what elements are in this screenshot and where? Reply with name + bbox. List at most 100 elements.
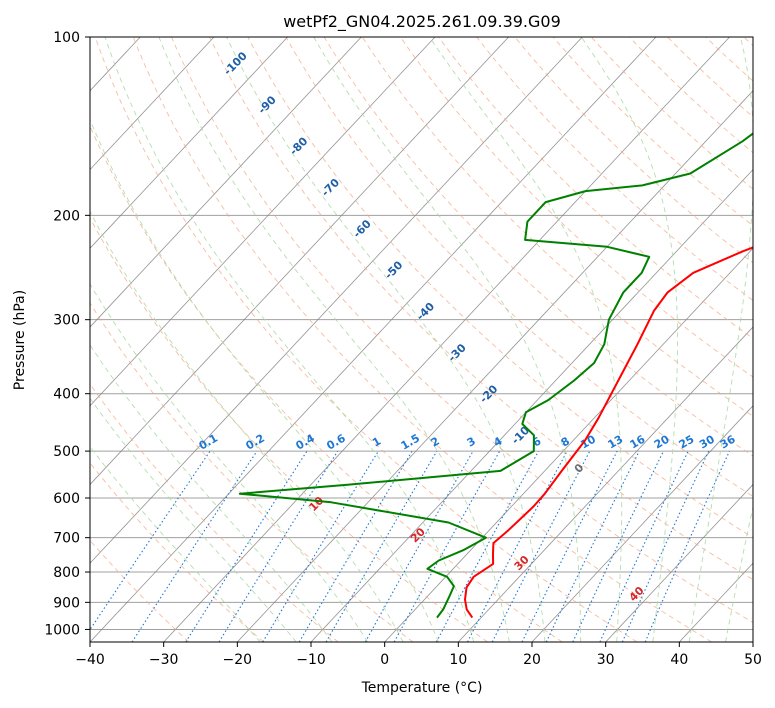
dry-adiabat-line — [590, 37, 753, 190]
x-tick-label: −30 — [149, 652, 179, 668]
y-tick-label: 600 — [53, 491, 80, 507]
y-tick-label: 200 — [53, 208, 80, 224]
mixing-ratio-line — [325, 450, 438, 642]
x-tick-label: 0 — [380, 652, 389, 668]
isotherm-line — [605, 483, 753, 642]
isotherm-line — [752, 641, 753, 642]
mixing-ratio-label: 13 — [606, 433, 626, 452]
moist-adiabat-label: -90 — [256, 93, 279, 116]
y-tick-label: 800 — [53, 565, 80, 581]
dry-adiabat-line — [247, 37, 753, 539]
moist-adiabat-line — [429, 37, 623, 642]
moist-adiabat-line — [90, 118, 439, 642]
y-tick-label: 100 — [53, 30, 80, 46]
dry-adiabat-line — [90, 124, 563, 642]
dry-adiabat-line — [90, 462, 264, 642]
moist-adiabat-label: -30 — [446, 341, 469, 364]
dry-adiabat-line — [361, 37, 753, 417]
dry-adiabat-line — [209, 37, 753, 581]
dry-adiabat-line — [438, 37, 753, 340]
moist-adiabat-line — [90, 283, 368, 642]
mixing-ratio-line — [467, 450, 568, 642]
isotherm-line — [90, 37, 583, 564]
x-tick-label: 20 — [523, 652, 541, 668]
dry-adiabat-line — [90, 383, 339, 642]
moist-adiabat-label: -80 — [287, 134, 310, 157]
moist-adiabat-line — [90, 397, 297, 642]
y-tick-label: 300 — [53, 313, 80, 329]
mixing-ratio-line — [599, 450, 689, 642]
mixing-ratio-label: 36 — [718, 432, 738, 451]
y-tick-label: 1000 — [44, 622, 80, 638]
mixing-ratio-label: 0.4 — [294, 431, 318, 452]
mixing-ratio-label: 0.1 — [197, 432, 220, 453]
moist-adiabat-line — [688, 37, 753, 642]
mixing-ratio-line — [491, 450, 591, 642]
dry-adiabat-line — [90, 302, 414, 642]
mixing-ratio-label: 1.5 — [399, 432, 422, 453]
dry-adiabat-line — [667, 37, 753, 118]
mixing-ratio-label: 16 — [628, 432, 648, 451]
isotherm-line — [163, 37, 730, 642]
moist-adiabat-line — [90, 343, 333, 642]
dry-adiabat-line — [743, 37, 753, 47]
moist-adiabat-label: -60 — [351, 217, 374, 240]
moist-adiabat-line — [104, 37, 475, 642]
dry-adiabat-line — [132, 37, 712, 642]
dewpoint-profile-line — [238, 132, 753, 619]
mixing-ratio-label: 30 — [697, 432, 717, 451]
x-tick-label: −10 — [296, 652, 326, 668]
y-axis-label: Pressure (hPa) — [12, 290, 28, 390]
mixing-ratio-label: 6 — [530, 434, 543, 449]
y-tick-label: 900 — [53, 595, 80, 611]
isotherm-line — [458, 326, 753, 642]
dry-adiabat-label: 20 — [408, 525, 428, 545]
moist-adiabat-label: -70 — [319, 176, 342, 199]
dry-adiabat-line — [705, 37, 753, 82]
mixing-ratio-line — [131, 450, 258, 642]
isotherm-line — [90, 37, 657, 642]
mixing-ratio-line — [298, 450, 413, 642]
y-tick-label: 700 — [53, 531, 80, 547]
dry-adiabat-line — [285, 37, 753, 497]
moist-adiabat-label: -50 — [382, 258, 405, 281]
mixing-ratio-label: 25 — [677, 433, 697, 452]
moist-adiabat-line — [90, 445, 261, 642]
y-tick-label: 400 — [53, 387, 80, 403]
x-axis-label: Temperature (°C) — [361, 680, 483, 696]
mixing-ratio-label: 0.6 — [324, 431, 348, 452]
dry-adiabat-line — [400, 37, 753, 378]
moist-adiabat-label: -20 — [477, 382, 500, 405]
isotherm-line — [90, 37, 362, 328]
mixing-ratio-line — [644, 450, 730, 642]
dry-adiabat-line — [171, 37, 753, 624]
isotherm-line — [90, 37, 215, 171]
x-tick-label: −20 — [223, 652, 253, 668]
isotherm-line — [384, 247, 753, 642]
plot-frame — [89, 36, 754, 643]
mixing-ratio-line — [572, 450, 664, 642]
mixing-ratio-line — [262, 450, 379, 642]
moist-adiabat-line — [90, 210, 404, 642]
x-tick-label: 40 — [670, 652, 688, 668]
mixing-ratio-line — [218, 450, 339, 642]
moist-adiabat-label: -100 — [221, 49, 250, 78]
dry-adiabat-line — [323, 37, 753, 457]
mixing-ratio-line — [435, 450, 540, 642]
x-tick-label: 50 — [744, 652, 762, 668]
y-tick-label: 500 — [53, 444, 80, 460]
chart-title: wetPf2_GN04.2025.261.09.39.G09 — [283, 12, 561, 32]
dry-adiabat-line — [90, 216, 488, 642]
isotherm-line — [531, 405, 753, 642]
dry-adiabat-line — [476, 37, 753, 301]
isotherm-line — [0, 37, 67, 642]
isotherm-line — [90, 37, 288, 249]
temperature-profile-line — [464, 246, 753, 619]
axes-ticks: −40 −30 −20 −10 0 10 20 30 40 5010020030040050060… — [44, 30, 762, 668]
mixing-ratio-label: 1 — [370, 435, 383, 450]
dry-adiabat-line — [90, 539, 190, 642]
dry-adiabat-label: 30 — [512, 553, 532, 573]
moist-adiabat-line — [725, 504, 753, 642]
mixing-ratio-line — [364, 450, 474, 642]
